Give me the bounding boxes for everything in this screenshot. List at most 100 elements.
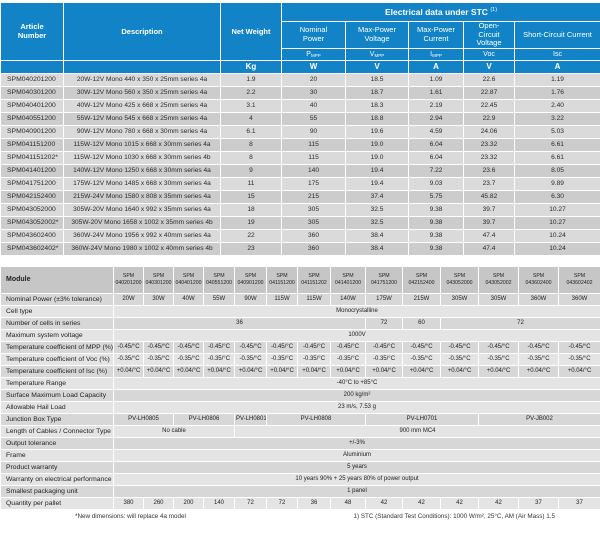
spec-value-cell: 360W <box>558 292 600 306</box>
isc-cell: 6.30 <box>513 189 600 204</box>
pmpp-cell: 30 <box>281 85 346 100</box>
spec-value-cell: -0.35/°C <box>558 352 600 366</box>
spec-label-cell: Warranty on electrical performance <box>0 472 114 486</box>
description-cell: 115W-12V Mono 1030 x 668 x 30mm series 4… <box>63 150 221 165</box>
spec-value-cell: 42 <box>478 496 519 510</box>
spec-label-cell: Temperature coefficient of Voc (%) <box>0 352 114 366</box>
spec-row: Quantity per pallet 380 260 200 140 72 72 36 48 4… <box>0 496 600 510</box>
spec-row: Frame Aluminium <box>0 448 600 462</box>
net-weight-cell: 11 <box>220 176 282 191</box>
isc-cell: 6.61 <box>513 150 600 165</box>
module-column-header: SPM 040201200 <box>113 265 144 294</box>
voc-cell: 23.7 <box>463 176 515 191</box>
impp-cell: 9.38 <box>408 228 464 243</box>
description-header: Description <box>63 2 221 61</box>
spec-row: Temperature coefficient of Isc (%) +0.04/… <box>0 364 600 378</box>
spec-value-cell: 305W <box>440 292 479 306</box>
footnotes: *New dimensions: will replace 4a model 1… <box>0 513 600 520</box>
description-cell: 40W-12V Mono 425 x 668 x 25mm series 4a <box>63 98 221 113</box>
spec-value-cell: 72 <box>234 496 267 510</box>
spec-row: Smallest packaging unit 1 panel <box>0 484 600 498</box>
isc-unit-cell: A <box>513 59 600 74</box>
description-cell: 215W-24V Mono 1580 x 808 x 35mm series 4… <box>63 189 221 204</box>
spec-value-cell: -0.45/°C <box>440 340 479 354</box>
vmpp-cell: 19.0 <box>345 137 409 152</box>
description-cell: 30W-12V Mono 560 x 350 x 25mm series 4a <box>63 85 221 100</box>
panel-row: SPM040551200 55W-12V Mono 545 x 668 x 25m… <box>0 111 600 126</box>
spec-value-cell: +0.04/°C <box>558 364 600 378</box>
vmpp-unit-cell: V <box>345 59 409 74</box>
isc-cell: 9.89 <box>513 176 600 191</box>
module-number: 043602402 <box>566 279 593 286</box>
spec-value-cell: 305W <box>478 292 519 306</box>
isc-cell: 6.61 <box>513 137 600 152</box>
spec-row: Maximum system voltage 1000V <box>0 328 600 342</box>
net-weight-cell: 3.1 <box>220 98 282 113</box>
pmpp-cell: 115 <box>281 137 346 152</box>
datasheet-page: Article Number Description Net Weight El… <box>0 2 600 520</box>
module-prefix: SPM <box>415 273 428 280</box>
spec-row: Warranty on electrical performance 10 yea… <box>0 472 600 486</box>
spec-label-cell: Surface Maximum Load Capacity <box>0 388 114 402</box>
spec-value-cell: +0.04/°C <box>518 364 559 378</box>
isc-cell: 5.03 <box>513 124 600 139</box>
spec-value-cell: 42 <box>440 496 479 510</box>
spec-value-cell: -0.45/°C <box>478 340 519 354</box>
spec-row: Product warranty 5 years <box>0 460 600 474</box>
impp-cell: 9.03 <box>408 176 464 191</box>
spec-label-cell: Cell type <box>0 304 114 318</box>
vmpp-cell: 38.4 <box>345 241 409 256</box>
spec-value-cell: -40°C to +85°C <box>113 376 600 390</box>
electrical-data-title-text: Electrical data under STC <box>384 7 488 17</box>
stc-footnote-marker: (1) <box>490 7 498 14</box>
panel-row: SPM040401200 40W-12V Mono 425 x 668 x 25m… <box>0 98 600 113</box>
spec-value-cell: -0.45/°C <box>173 340 204 354</box>
article-number-cell: SPM040301200 <box>0 85 64 100</box>
spec-row: Length of Cables / Connector Type No cabl… <box>0 424 600 438</box>
impp-symbol: IMPP <box>408 47 464 61</box>
module-prefix: SPM <box>342 273 354 280</box>
isc-cell: 3.22 <box>513 111 600 126</box>
spec-value-cell: -0.35/°C <box>113 352 144 366</box>
impp-cell: 9.38 <box>408 215 464 230</box>
module-column-header: SPM 040551200 <box>203 265 235 294</box>
vmpp-cell: 18.7 <box>345 85 409 100</box>
spec-value-cell: +0.04/°C <box>266 364 298 378</box>
article-number-cell: SPM040901200 <box>0 124 64 139</box>
spec-label-cell: Nominal Power (±3% tolerance) <box>0 292 114 306</box>
spec-label-cell: Temperature Range <box>0 376 114 390</box>
module-column-header: SPM 041751200 <box>365 265 403 294</box>
spec-value-cell: 36 <box>113 316 366 330</box>
spec-label-cell: Junction Box Type <box>0 412 114 426</box>
description-cell: 55W-12V Mono 545 x 668 x 25mm series 4a <box>63 111 221 126</box>
module-column-header: SPM 040401200 <box>173 265 204 294</box>
impp-cell: 9.38 <box>408 202 464 217</box>
article-number-cell: SPM042152400 <box>0 189 64 204</box>
article-number-cell: SPM041151200 <box>0 137 64 152</box>
module-prefix: SPM <box>308 273 320 280</box>
spec-value-cell: 115W <box>266 292 298 306</box>
vmpp-cell: 37.4 <box>345 189 409 204</box>
pmpp-cell: 305 <box>281 202 346 217</box>
vmpp-cell: 18.3 <box>345 98 409 113</box>
spec-value-cell: +0.04/°C <box>234 364 267 378</box>
voc-cell: 47.4 <box>463 241 515 256</box>
module-prefix: SPM <box>182 273 195 280</box>
voc-unit-cell: V <box>463 59 515 74</box>
spec-value-cell: -0.35/°C <box>440 352 479 366</box>
spec-value-cell: 200 <box>173 496 204 510</box>
vmpp-cell: 18.8 <box>345 111 409 126</box>
module-number: 041401200 <box>335 279 361 286</box>
spec-value-cell: -0.45/°C <box>365 340 403 354</box>
net-weight-cell: 8 <box>220 137 282 152</box>
spec-label-cell: Quantity per pallet <box>0 496 114 510</box>
impp-cell: 5.75 <box>408 189 464 204</box>
spec-value-cell: 140 <box>203 496 235 510</box>
module-column-header: SPM 043052000 <box>440 265 479 294</box>
spec-row: Number of cells in series 36 72 60 72 <box>0 316 600 330</box>
module-header: Module <box>0 265 114 294</box>
spec-value-cell: 215W <box>402 292 441 306</box>
panel-row: SPM041401200 140W-12V Mono 1250 x 668 x 3… <box>0 163 600 178</box>
spec-value-cell: -0.35/°C <box>143 352 174 366</box>
spec-label-cell: Product warranty <box>0 460 114 474</box>
